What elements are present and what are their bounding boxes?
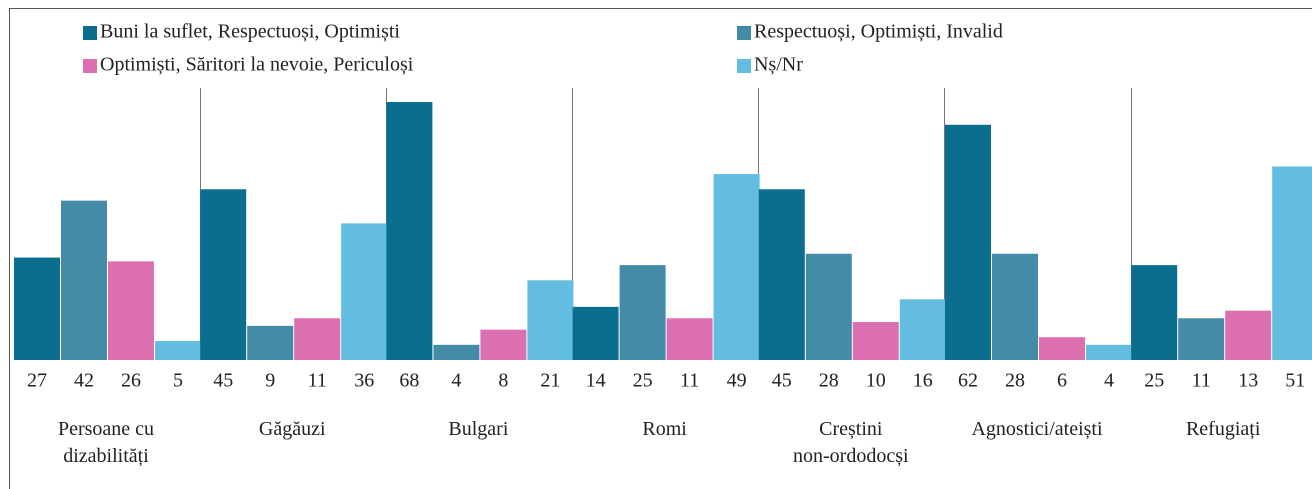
bar [899,299,946,360]
bar [200,189,247,360]
value-label: 14 [586,370,606,392]
bar [155,341,201,360]
legend-label: Nș/Nr [754,54,803,76]
bar [433,344,480,360]
x-tick-label-line: Persoane cu [58,418,154,440]
value-label: 42 [74,370,94,392]
value-label: 68 [399,370,419,392]
value-label: 27 [27,370,47,392]
x-tick-label-line: Agnostici/ateiști [971,418,1103,440]
x-tick-label-line: Romi [642,418,687,440]
value-label: 8 [498,370,508,392]
legend-swatch [83,26,97,40]
bar [992,253,1038,360]
bar [852,322,899,360]
bar [758,189,805,360]
value-label: 4 [451,370,461,392]
value-label: 62 [958,370,978,392]
value-label: 10 [866,370,886,392]
value-label: 28 [819,370,839,392]
x-tick-label-line: Găgăuzi [259,418,326,440]
legend-label: Optimiști, Săritori la nevoie, Periculoș… [100,54,414,76]
bar [1039,337,1085,360]
bar [341,223,388,360]
value-label: 16 [913,370,933,392]
value-label: 26 [121,370,141,392]
bar [14,257,60,360]
bar [1131,265,1178,360]
x-tick-label: Creștini non-ordodocși [793,418,909,467]
x-tick-label-line: dizabilități [63,445,149,467]
x-tick-label-line: Bulgari [448,418,508,440]
value-label: 25 [633,370,653,392]
bar [572,306,619,360]
value-label: 36 [354,370,374,392]
x-tick-label: Persoane cu dizabilități [58,418,154,467]
bar [666,318,713,360]
value-label: 4 [1104,370,1114,392]
bar [247,325,294,360]
legend-swatch [737,59,751,73]
value-label: 9 [265,370,275,392]
value-label: 11 [680,370,699,392]
legend-swatch [83,59,97,73]
value-label: 11 [308,370,327,392]
bar [1225,310,1272,360]
bar [713,174,760,360]
bar [527,280,574,360]
bar [1086,344,1132,360]
x-tick-label: Romi [642,418,687,440]
bar [805,253,852,360]
value-label: 45 [772,370,792,392]
value-label: 21 [540,370,560,392]
x-tick-label: Bulgari [448,418,508,440]
bar [480,329,527,360]
value-label: 6 [1057,370,1067,392]
bar [1272,166,1312,360]
value-label: 49 [727,370,747,392]
bar [619,265,666,360]
bar [1178,318,1225,360]
x-tick-label-line: Creștini [819,418,883,440]
bar [61,200,107,360]
bar [945,124,991,360]
legend-swatch [737,26,751,40]
bar [386,102,433,360]
value-label: 28 [1005,370,1025,392]
value-label: 11 [1192,370,1211,392]
value-label: 51 [1285,370,1305,392]
bar [108,261,154,360]
legend-label: Respectuoși, Optimiști, Invalid [754,21,1003,43]
value-label: 45 [213,370,233,392]
x-tick-label-line: non-ordodocși [793,445,909,467]
x-tick-label: Agnostici/ateiști [971,418,1103,440]
x-tick-label-line: Refugiați [1186,418,1261,440]
value-label: 5 [173,370,183,392]
legend-label: Buni la suflet, Respectuoși, Optimiști [100,21,400,43]
value-label: 25 [1144,370,1164,392]
x-tick-label: Refugiați [1186,418,1261,440]
x-tick-label: Găgăuzi [259,418,326,440]
bar [294,318,341,360]
value-label: 13 [1238,370,1258,392]
